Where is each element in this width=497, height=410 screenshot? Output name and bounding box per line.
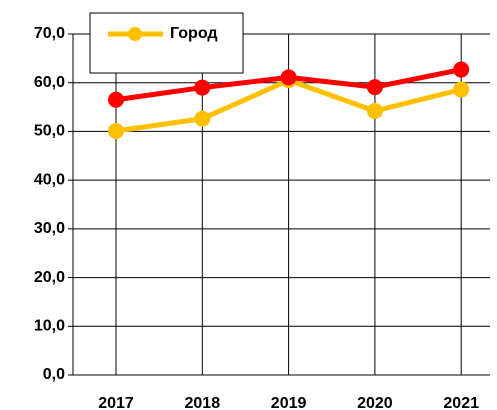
point bbox=[453, 81, 470, 98]
legend-box bbox=[89, 12, 244, 74]
y-tick-label: 40,0 bbox=[34, 171, 65, 188]
x-tick-label: 2020 bbox=[357, 395, 393, 410]
y-tick-label: 20,0 bbox=[34, 269, 65, 286]
point bbox=[366, 79, 383, 96]
y-tick-label: 60,0 bbox=[34, 74, 65, 91]
point bbox=[108, 91, 124, 108]
x-tick-label: 2018 bbox=[185, 395, 221, 410]
point bbox=[453, 61, 470, 78]
y-tick-label: 0,0 bbox=[43, 366, 65, 383]
legend-marker bbox=[128, 27, 142, 41]
point bbox=[280, 69, 297, 86]
point bbox=[194, 110, 211, 127]
x-tick-label: 2017 bbox=[98, 395, 134, 410]
y-tick-label: 30,0 bbox=[34, 220, 65, 237]
y-tick-label: 50,0 bbox=[34, 123, 65, 140]
y-tick-label: 70,0 bbox=[34, 25, 65, 42]
point bbox=[108, 122, 124, 139]
x-tick-label: 2019 bbox=[271, 395, 307, 410]
legend-label: Город bbox=[170, 25, 218, 42]
x-tick-label: 2021 bbox=[443, 395, 479, 410]
point bbox=[194, 79, 211, 96]
point bbox=[366, 102, 383, 119]
y-tick-label: 10,0 bbox=[34, 318, 65, 335]
